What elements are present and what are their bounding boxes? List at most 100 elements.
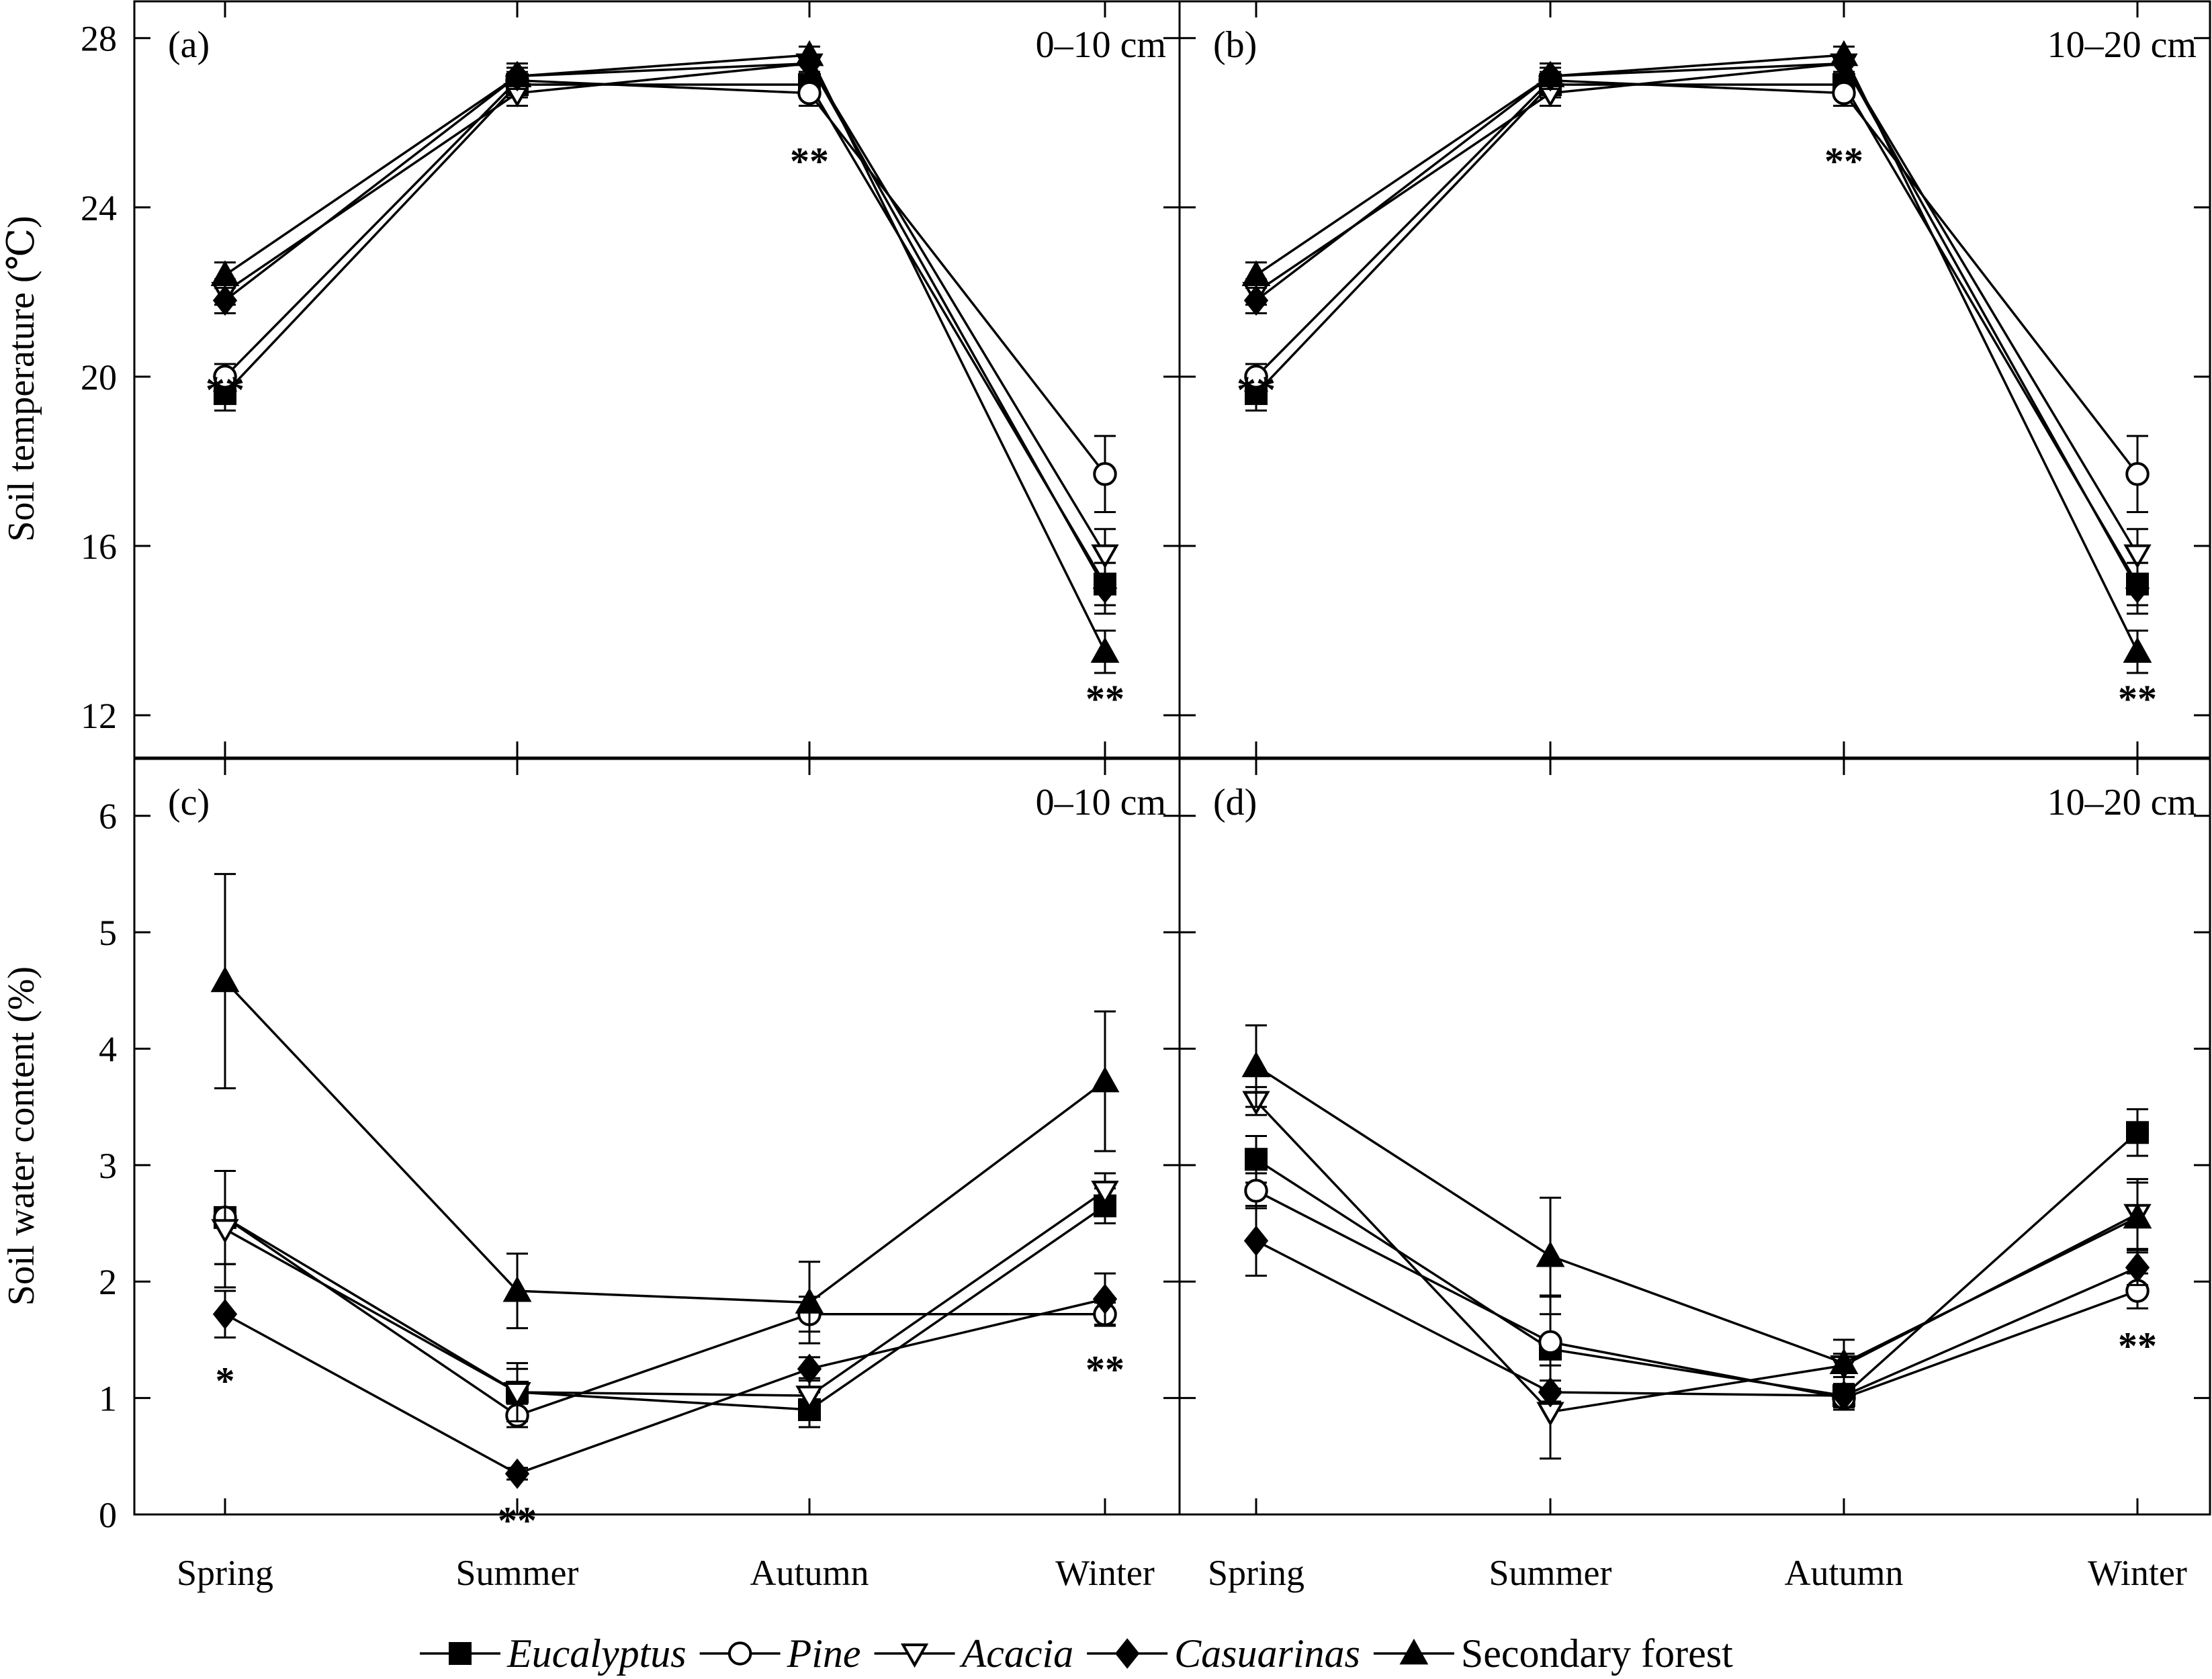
point-pine-winter (2125, 462, 2150, 486)
legend-label-secondary-forest: Secondary forest (1461, 1631, 1733, 1676)
panel-b: (b) 10–20 cm ** ** ** (1178, 0, 2211, 759)
legend-marker-secondary-forest (1399, 1638, 1429, 1665)
depth-label: 0–10 cm (1036, 782, 1166, 823)
series-acacia (1242, 53, 2152, 581)
significance-mark: * (216, 1359, 235, 1403)
significance-mark: ** (498, 1499, 537, 1543)
y-tick-label: 4 (99, 1029, 117, 1069)
point-casuarinas-spring (1243, 1225, 1269, 1257)
point-pine-autumn (1832, 81, 1856, 105)
point-pine-spring (213, 365, 237, 389)
plot-frame (133, 0, 1181, 759)
series-secondary-forest (210, 40, 1120, 674)
point-pine-autumn (797, 81, 822, 105)
point-secondary-forest-winter (1090, 1066, 1120, 1093)
legend-marker-casuarinas (1114, 1638, 1140, 1669)
point-casuarinas-spring (1243, 285, 1269, 316)
series-line (224, 83, 1106, 585)
significance-mark: ** (2118, 677, 2157, 721)
legend-item-pine: Pine (699, 1631, 861, 1676)
legend-item-secondary-forest: Secondary forest (1373, 1631, 1733, 1676)
panel-a: 12 16 20 24 28 Soil temperature (℃) (a) 0–10 cm… (1, 0, 1181, 759)
series-acacia (1242, 1086, 2152, 1460)
point-secondary-forest-autumn (1829, 1348, 1859, 1374)
point-acacia-summer (503, 1382, 531, 1407)
y-tick-label: 20 (81, 357, 117, 398)
series-casuarinas (1243, 1205, 2150, 1411)
y-axis-label: Soil temperature (℃) (1, 216, 42, 542)
legend-item-casuarinas: Casuarinas (1087, 1631, 1360, 1676)
series-pine (1244, 66, 2150, 514)
series-line (224, 980, 1106, 1304)
series-line (1255, 54, 2139, 653)
y-tick-label: 16 (81, 527, 117, 567)
y-axis-label: Soil water content (%) (1, 966, 42, 1306)
series-secondary-forest (1241, 1024, 2152, 1388)
legend-label-acacia: Acacia (959, 1631, 1074, 1676)
point-eucalyptus-spring (1245, 1148, 1268, 1171)
series-eucalyptus (214, 71, 1116, 606)
panel-c: 0 1 2 3 4 5 6 Spring Summer Autumn Winter Soil wate… (1, 758, 1181, 1593)
series-line (224, 1205, 1106, 1411)
legend-marker-eucalyptus (449, 1642, 472, 1665)
significance-mark: ** (1237, 368, 1276, 412)
series-line (224, 79, 1106, 475)
series-line (1255, 83, 2139, 585)
point-secondary-forest-spring (1241, 1051, 1271, 1077)
y-tick-label: 2 (99, 1262, 117, 1302)
point-casuarinas-winter (1092, 1283, 1118, 1314)
point-casuarinas-winter (1092, 573, 1118, 604)
x-tick-label-autumn: Autumn (1784, 1553, 1903, 1593)
panel-tag: (a) (168, 24, 210, 66)
series-eucalyptus (1245, 1108, 2149, 1408)
point-secondary-forest-winter (1090, 637, 1120, 663)
series-pine (1244, 1172, 2150, 1411)
point-secondary-forest-autumn (795, 1287, 824, 1314)
panel-tag: (b) (1213, 24, 1257, 66)
legend-item-acacia: Acacia (874, 1631, 1074, 1676)
significance-mark: ** (1086, 1347, 1124, 1391)
series-casuarinas (212, 1272, 1118, 1490)
point-secondary-forest-autumn (1829, 40, 1859, 66)
point-pine-winter (1093, 462, 1117, 486)
y-tick-label: 6 (99, 797, 117, 837)
series-secondary-forest (1241, 40, 2152, 674)
point-acacia-winter (2123, 544, 2152, 569)
series-eucalyptus (1245, 71, 2149, 606)
series-line (1255, 1239, 2138, 1397)
plot-frame (1178, 758, 2211, 1516)
legend-label-eucalyptus: Eucalyptus (506, 1631, 687, 1676)
y-tick-label: 24 (81, 188, 117, 228)
x-tick-label-summer: Summer (1489, 1553, 1612, 1593)
series-casuarinas (1243, 48, 2150, 615)
significance-mark: ** (1086, 677, 1124, 721)
significance-mark: ** (206, 368, 245, 412)
point-casuarinas-autumn (1831, 1380, 1857, 1411)
series-line (1255, 1189, 2138, 1400)
point-casuarinas-summer (1538, 1377, 1563, 1408)
series-line (1255, 1100, 2138, 1414)
series-line (1255, 1131, 2139, 1398)
series-pine (213, 66, 1117, 514)
significance-mark: ** (2118, 1324, 2157, 1368)
point-secondary-forest-spring (210, 260, 240, 287)
point-pine-spring (1244, 1179, 1268, 1203)
depth-label: 0–10 cm (1036, 24, 1166, 66)
point-casuarinas-summer (504, 1458, 530, 1490)
depth-label: 10–20 cm (2047, 24, 2197, 66)
point-secondary-forest-spring (210, 966, 240, 993)
significance-mark: ** (790, 139, 829, 183)
point-secondary-forest-summer (1536, 1240, 1565, 1267)
point-eucalyptus-winter (2126, 1121, 2149, 1144)
point-secondary-forest-winter (2123, 637, 2152, 663)
x-tick-label-winter: Winter (2088, 1553, 2187, 1593)
point-secondary-forest-summer (502, 61, 532, 87)
panel-d: Spring Summer Autumn Winter (d) 10–20 cm ** (1178, 758, 2211, 1593)
series-line (1255, 62, 2139, 589)
x-tick-label-spring: Spring (1208, 1553, 1304, 1593)
series-line (1255, 79, 2139, 475)
y-tick-label: 12 (81, 696, 117, 736)
legend-item-eucalyptus: Eucalyptus (420, 1631, 687, 1676)
point-secondary-forest-summer (502, 1275, 532, 1302)
